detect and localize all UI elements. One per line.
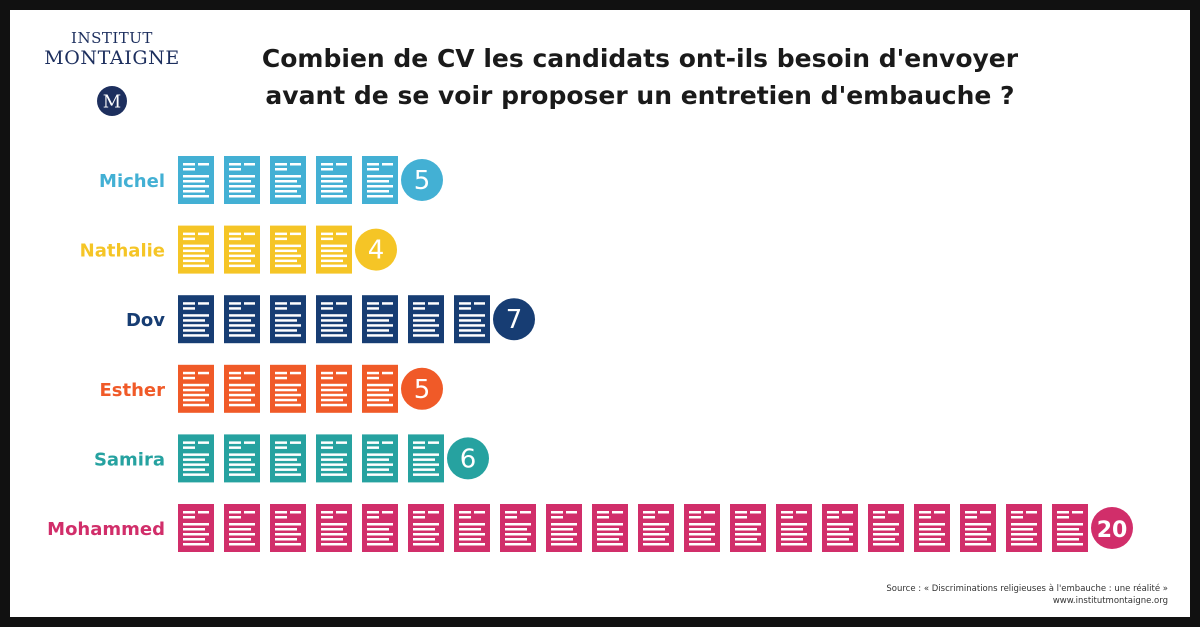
chart-title: Combien de CV les candidats ont-ils beso… [210, 40, 1070, 114]
row-label: Samira [94, 449, 165, 470]
cv-document-icon [316, 434, 352, 483]
cv-document-icon [408, 504, 444, 552]
institut-montaigne-logo: INSTITUT MONTAIGNE M [37, 29, 187, 117]
cv-document-icon [500, 504, 536, 552]
cv-document-icon [362, 156, 398, 204]
cv-document-icon [224, 225, 260, 274]
value-badge: 6 [447, 437, 489, 480]
cv-document-icon [316, 504, 352, 552]
value-label: 4 [368, 236, 385, 266]
value-badge: 5 [401, 159, 443, 201]
cv-document-icon [822, 504, 858, 552]
cv-count-chart: Michel 5 Nathalie 4 Dov 7 Esther 5 Samira 6 Mohamm… [47, 156, 1133, 552]
value-badge: 20 [1091, 507, 1133, 549]
cv-document-icon [224, 434, 260, 483]
cv-document-icon [960, 504, 996, 552]
chart-title-line-1: Combien de CV les candidats ont-ils beso… [261, 44, 1019, 73]
cv-document-icon [316, 225, 352, 274]
cv-document-icon [408, 434, 444, 483]
cv-document-icon [1052, 504, 1088, 552]
cv-document-icon [546, 504, 582, 552]
value-label: 7 [506, 305, 523, 335]
cv-document-icon [1006, 504, 1042, 552]
logo-mark-letter: M [103, 92, 121, 113]
cv-document-icon [316, 295, 352, 344]
cv-document-icon [638, 504, 674, 552]
cv-document-icon [178, 364, 214, 413]
cv-document-icon [224, 504, 260, 552]
row-label: Nathalie [80, 241, 165, 262]
logo-line-2: MONTAIGNE [44, 47, 180, 69]
cv-document-icon [408, 295, 444, 344]
cv-document-icon [362, 295, 398, 344]
logo-line-1: INSTITUT [71, 29, 153, 47]
value-label: 20 [1097, 518, 1128, 543]
source-line-1: Source : « Discriminations religieuses à… [886, 584, 1168, 594]
row-label: Esther [99, 380, 165, 401]
source-line-2: www.institutmontaigne.org [1052, 596, 1168, 606]
cv-document-icon [362, 434, 398, 483]
cv-document-icon [684, 504, 720, 552]
infographic-card: INSTITUT MONTAIGNE M Combien de CV les c… [10, 10, 1190, 617]
cv-document-icon [362, 504, 398, 552]
cv-document-icon [454, 504, 490, 552]
cv-document-icon [316, 364, 352, 413]
cv-document-icon [270, 156, 306, 204]
row-label: Dov [126, 310, 165, 331]
cv-document-icon [178, 225, 214, 274]
source-note: Source : « Discriminations religieuses à… [886, 583, 1168, 607]
value-label: 5 [414, 375, 431, 405]
cv-document-icon [270, 225, 306, 274]
cv-document-icon [270, 295, 306, 344]
cv-document-icon [178, 434, 214, 483]
value-badge: 7 [493, 298, 535, 341]
row-label: Mohammed [47, 519, 165, 540]
value-label: 6 [460, 444, 477, 474]
cv-document-icon [224, 156, 260, 204]
cv-document-icon [224, 364, 260, 413]
cv-document-icon [362, 364, 398, 413]
cv-document-icon [592, 504, 628, 552]
cv-document-icon [868, 504, 904, 552]
cv-document-icon [178, 156, 214, 204]
cv-document-icon [224, 295, 260, 344]
cv-document-icon [270, 434, 306, 483]
value-badge: 5 [401, 367, 443, 410]
value-badge: 4 [355, 228, 397, 271]
cv-document-icon [270, 364, 306, 413]
cv-document-icon [776, 504, 812, 552]
value-label: 5 [414, 166, 431, 196]
cv-document-icon [454, 295, 490, 344]
cv-document-icon [270, 504, 306, 552]
cv-document-icon [914, 504, 950, 552]
cv-document-icon [730, 504, 766, 552]
cv-document-icon [178, 295, 214, 344]
cv-document-icon [316, 156, 352, 204]
cv-document-icon [178, 504, 214, 552]
row-label: Michel [99, 171, 165, 192]
chart-title-line-2: avant de se voir proposer un entretien d… [265, 81, 1015, 110]
montaigne-m-icon: M [97, 86, 127, 116]
